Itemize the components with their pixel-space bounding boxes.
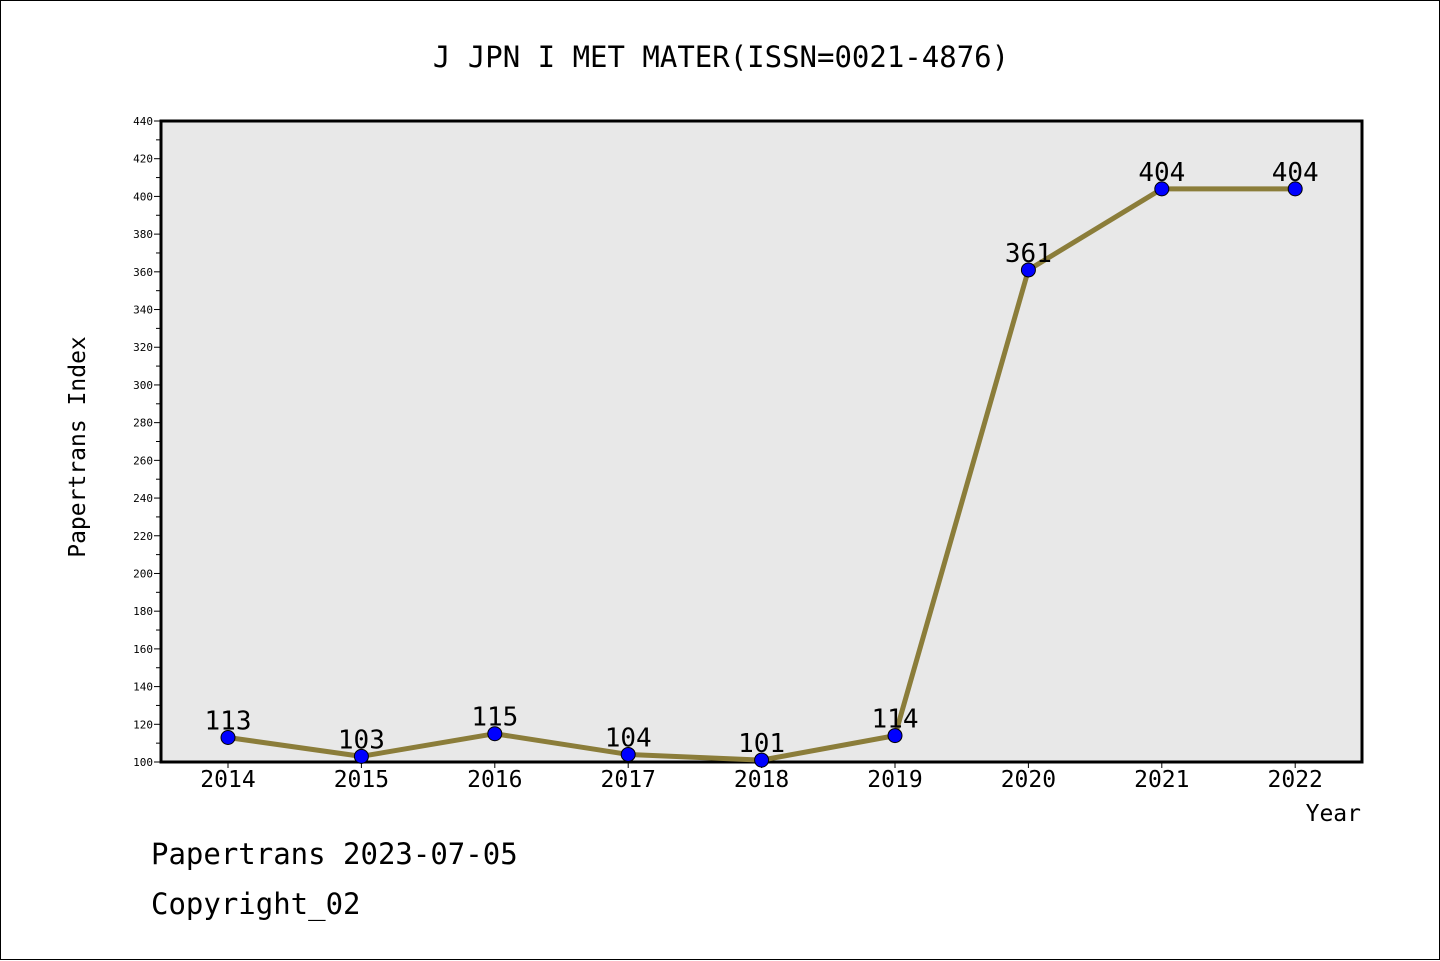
data-point-marker: [887, 728, 903, 744]
y-tick-label: 220: [133, 530, 153, 543]
data-label: 103: [338, 725, 385, 755]
x-tick-label: 2018: [734, 767, 789, 793]
data-series: 113 103 115 104 101 114 361 404 404: [205, 158, 1319, 768]
data-point-marker: [220, 729, 236, 745]
y-axis-title: Papertrans Index: [65, 336, 91, 558]
y-tick-label: 200: [133, 567, 153, 580]
y-tick-label: 180: [133, 605, 153, 618]
x-tick-label: 2017: [601, 767, 656, 793]
y-tick-label: 340: [133, 304, 153, 317]
data-label: 404: [1272, 158, 1319, 188]
data-point-marker: [1154, 181, 1170, 197]
footer-source: Papertrans 2023-07-05: [151, 837, 518, 871]
y-tick-label: 280: [133, 417, 153, 430]
plot-area: [159, 119, 1364, 764]
data-point-marker: [353, 748, 369, 764]
y-tick-label: 160: [133, 643, 153, 656]
data-label: 101: [738, 729, 785, 759]
data-label: 113: [205, 706, 252, 736]
y-tick-label: 440: [133, 115, 153, 128]
y-tick-label: 300: [133, 379, 153, 392]
data-label: 114: [872, 705, 919, 735]
data-point-marker: [1020, 262, 1036, 278]
x-tick-label: 2020: [1001, 767, 1056, 793]
x-tick-label: 2022: [1268, 767, 1323, 793]
footer-copyright: Copyright_02: [151, 887, 361, 921]
y-tick-label: 100: [133, 756, 153, 769]
y-tick-label: 400: [133, 190, 153, 203]
x-tick-label: 2015: [334, 767, 389, 793]
data-point-marker: [620, 746, 636, 762]
y-tick-label: 120: [133, 718, 153, 731]
data-label: 115: [471, 703, 518, 733]
x-axis-ticks: 2014 2015 2016 2017 2018 2019 2020 2021 2022: [200, 762, 1323, 793]
data-point-marker: [1287, 181, 1303, 197]
x-tick-label: 2016: [467, 767, 522, 793]
y-tick-label: 320: [133, 341, 153, 354]
data-point-marker: [487, 726, 503, 742]
x-axis-title: Year: [1306, 801, 1361, 827]
y-tick-label: 380: [133, 228, 153, 241]
x-tick-label: 2019: [867, 767, 922, 793]
x-tick-label: 2014: [200, 767, 255, 793]
y-tick-label: 260: [133, 454, 153, 467]
y-tick-label: 240: [133, 492, 153, 505]
data-label: 404: [1138, 158, 1185, 188]
y-tick-label: 360: [133, 266, 153, 279]
y-axis-ticks: 100 120 140 160 180 200 220 240 260 280 300 320 340 3…: [133, 115, 161, 769]
data-point-marker: [754, 752, 770, 768]
data-label: 104: [605, 723, 652, 753]
x-tick-label: 2021: [1134, 767, 1189, 793]
chart-title: J JPN I MET MATER(ISSN=0021-4876): [433, 40, 1009, 74]
y-tick-label: 420: [133, 153, 153, 166]
data-label: 361: [1005, 239, 1052, 269]
y-tick-label: 140: [133, 681, 153, 694]
